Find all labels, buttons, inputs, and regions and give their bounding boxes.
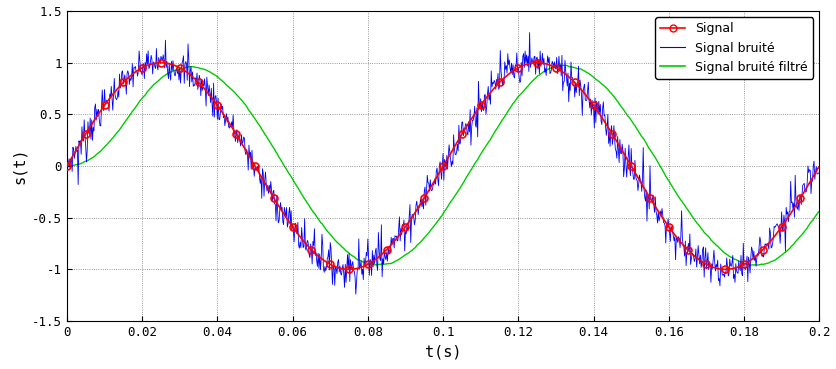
Y-axis label: s(t): s(t) (12, 148, 27, 184)
X-axis label: t(s): t(s) (425, 344, 461, 359)
Legend: Signal, Signal bruité, Signal bruité filtré: Signal, Signal bruité, Signal bruité fil… (655, 17, 813, 79)
